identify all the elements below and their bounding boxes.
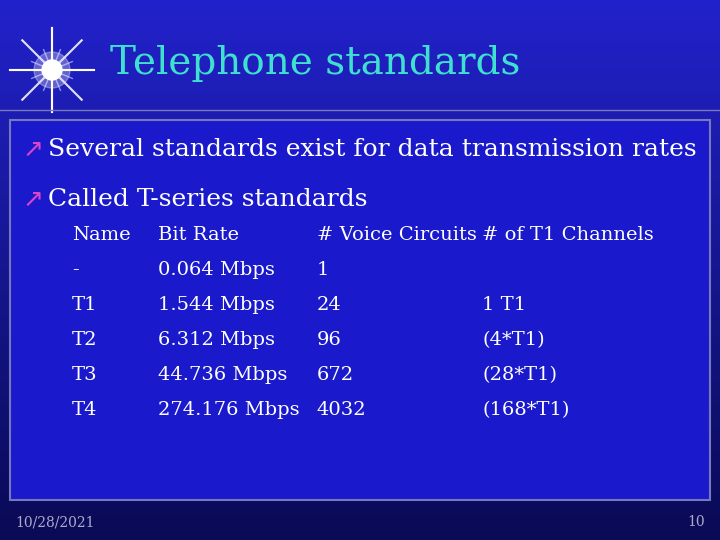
Text: ↗: ↗ bbox=[22, 138, 43, 162]
Text: ↗: ↗ bbox=[22, 188, 43, 212]
Text: 672: 672 bbox=[317, 366, 354, 384]
Text: 96: 96 bbox=[317, 331, 342, 349]
Text: (28*T1): (28*T1) bbox=[482, 366, 557, 384]
Text: -: - bbox=[72, 261, 78, 279]
Text: 1 T1: 1 T1 bbox=[482, 296, 526, 314]
Text: 10/28/2021: 10/28/2021 bbox=[15, 515, 94, 529]
FancyBboxPatch shape bbox=[10, 120, 710, 500]
Text: Several standards exist for data transmission rates: Several standards exist for data transmi… bbox=[48, 138, 697, 161]
Text: T3: T3 bbox=[72, 366, 98, 384]
Text: 10: 10 bbox=[688, 515, 705, 529]
Circle shape bbox=[42, 60, 62, 80]
Text: Called T-series standards: Called T-series standards bbox=[48, 188, 367, 212]
Text: (168*T1): (168*T1) bbox=[482, 401, 570, 419]
Text: (4*T1): (4*T1) bbox=[482, 331, 545, 349]
Text: 44.736 Mbps: 44.736 Mbps bbox=[158, 366, 288, 384]
Text: 6.312 Mbps: 6.312 Mbps bbox=[158, 331, 275, 349]
Text: Name: Name bbox=[72, 226, 130, 244]
Text: 24: 24 bbox=[317, 296, 341, 314]
Circle shape bbox=[34, 52, 70, 88]
Text: 0.064 Mbps: 0.064 Mbps bbox=[158, 261, 275, 279]
Text: T4: T4 bbox=[72, 401, 97, 419]
Text: 1.544 Mbps: 1.544 Mbps bbox=[158, 296, 275, 314]
Text: 1: 1 bbox=[317, 261, 329, 279]
Text: 4032: 4032 bbox=[317, 401, 366, 419]
Text: Telephone standards: Telephone standards bbox=[110, 45, 521, 83]
Text: 274.176 Mbps: 274.176 Mbps bbox=[158, 401, 300, 419]
Text: T2: T2 bbox=[72, 331, 97, 349]
Text: # Voice Circuits: # Voice Circuits bbox=[317, 226, 477, 244]
Text: T1: T1 bbox=[72, 296, 97, 314]
Text: # of T1 Channels: # of T1 Channels bbox=[482, 226, 654, 244]
Text: Bit Rate: Bit Rate bbox=[158, 226, 239, 244]
